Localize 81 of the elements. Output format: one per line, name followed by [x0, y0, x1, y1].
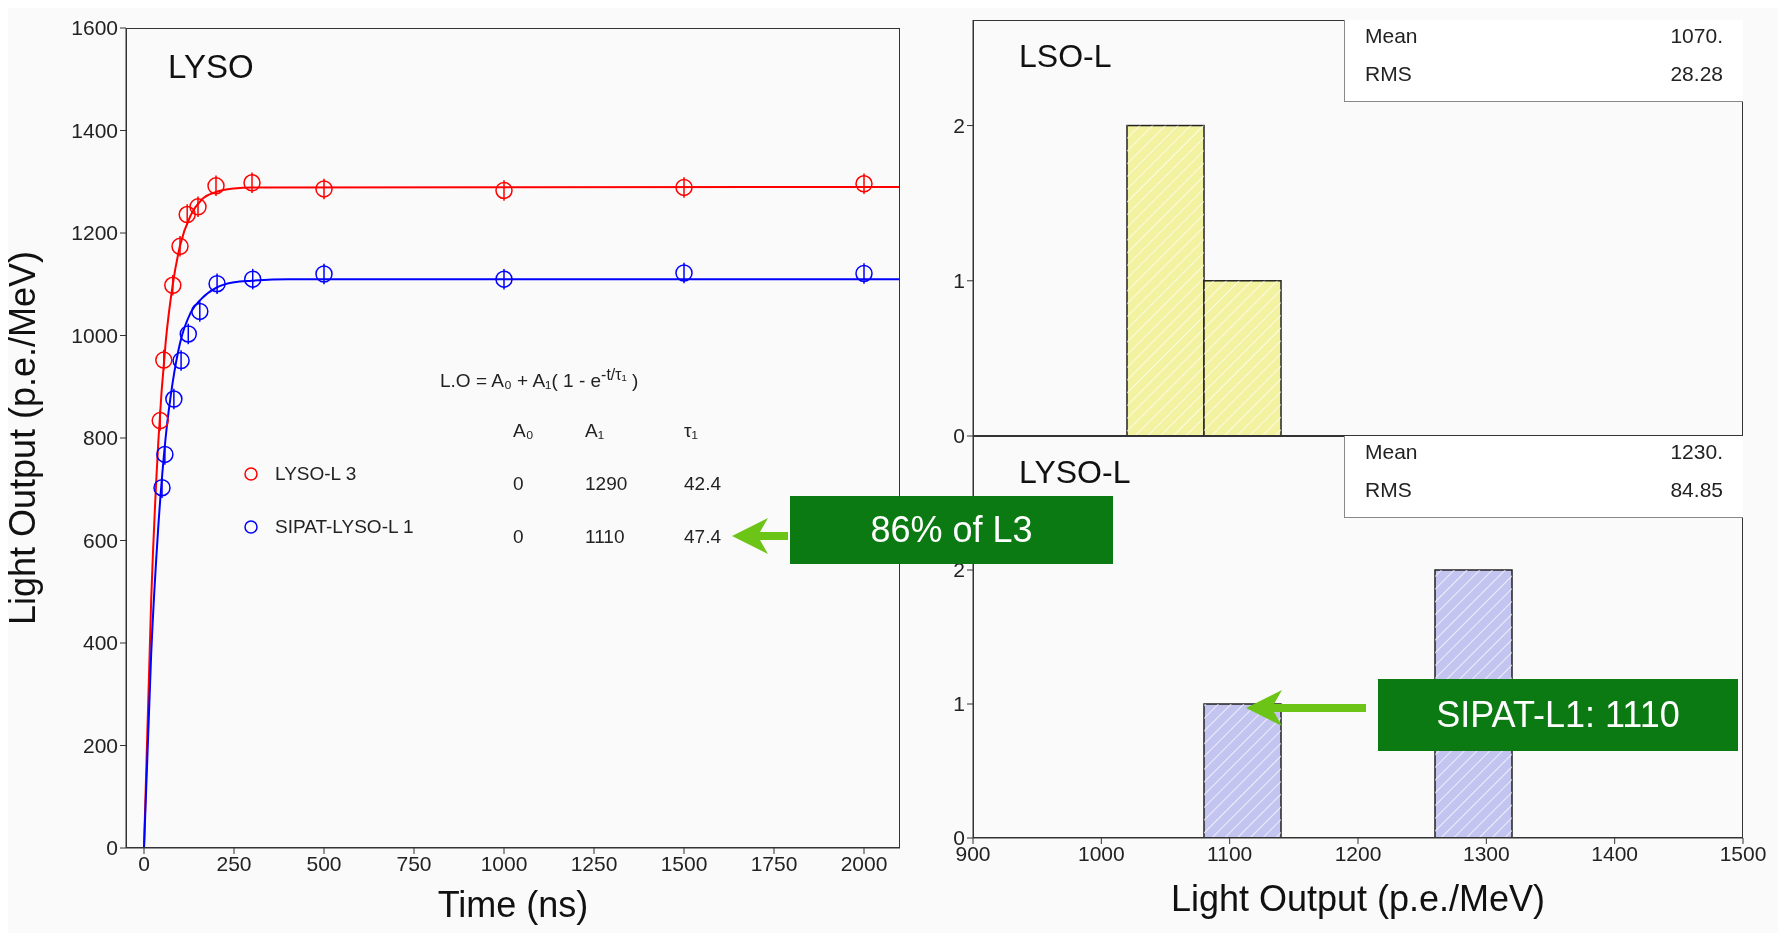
- point: [315, 265, 333, 283]
- annotation: 84.85: [1670, 478, 1723, 502]
- annotation: Mean: [1365, 24, 1418, 48]
- point: [189, 198, 207, 216]
- annotation: τ₁: [684, 420, 698, 442]
- y-tick-label: 1400: [71, 118, 118, 142]
- y-axis-title: Light Output (p.e./MeV): [1, 250, 43, 626]
- annotation: 1110: [585, 526, 625, 548]
- x-tick-label: 0: [138, 851, 150, 875]
- annotation: 0: [513, 526, 524, 548]
- annotation: RMS: [1365, 478, 1412, 502]
- x-tick-label: 1200: [1334, 841, 1382, 865]
- point: [153, 478, 171, 497]
- point: [164, 276, 182, 295]
- y-tick-label: 400: [82, 631, 118, 655]
- text: LSO-L: [1019, 38, 1112, 74]
- y-tick-label: 1000: [71, 323, 118, 347]
- annotation: Mean: [1365, 440, 1418, 464]
- point: [179, 325, 198, 343]
- y-tick-label: 1: [953, 269, 965, 293]
- legend-label: SIPAT-LYSO-L 1: [275, 516, 414, 538]
- text: LYSO: [168, 48, 254, 85]
- y-tick-label: 1600: [71, 16, 118, 40]
- x-tick-label: 1750: [750, 851, 798, 875]
- point: [243, 270, 262, 288]
- annotation: 0: [513, 473, 524, 495]
- x-tick-label: 1250: [570, 851, 618, 875]
- y-tick-label: 2: [953, 114, 965, 138]
- point: [178, 205, 196, 224]
- point: [155, 351, 173, 369]
- annotation: 86% of L3: [870, 509, 1033, 551]
- y-tick-label: 1: [953, 692, 965, 716]
- point: [855, 264, 873, 283]
- x-tick-label: 250: [216, 851, 252, 875]
- point: [243, 174, 261, 192]
- x-tick-label: 1000: [1077, 841, 1125, 865]
- label-box: 86% of L3: [790, 496, 1113, 564]
- annotation: L.O = A₀ + A₁( 1 - e$^{-t/τ₁}$ ): [440, 366, 639, 393]
- point: [172, 351, 190, 370]
- annotation: RMS: [1365, 62, 1412, 86]
- point: [207, 177, 225, 195]
- point: [675, 178, 693, 197]
- annotation: 42.4: [684, 473, 721, 495]
- y-tick-label: 800: [82, 426, 118, 450]
- x-tick-label: 1500: [660, 851, 708, 875]
- annotation: 47.4: [684, 526, 721, 548]
- annotation: 1290: [585, 473, 628, 495]
- x-tick-label: 1100: [1207, 841, 1253, 865]
- point: [165, 390, 183, 408]
- x-tick-label: 500: [306, 851, 342, 875]
- annotation: SIPAT-L1: 1110: [1436, 694, 1680, 736]
- x-tick-label: 1300: [1462, 841, 1510, 865]
- label-box: SIPAT-L1: 1110: [1378, 679, 1738, 751]
- text: LYSO-L: [1019, 454, 1131, 490]
- annotation: 1230.: [1670, 440, 1723, 464]
- y-tick-label: 1200: [71, 221, 118, 245]
- y-tick-label: 600: [82, 528, 118, 552]
- y-tick-label: 0: [953, 424, 965, 448]
- annotation: 28.28: [1670, 62, 1723, 86]
- point: [208, 274, 226, 293]
- point: [315, 180, 333, 198]
- x-tick-label: 1000: [480, 851, 528, 875]
- point: [495, 270, 513, 288]
- annotation: A₀: [513, 420, 534, 442]
- point: [675, 264, 693, 282]
- x-tick-label: 2000: [840, 851, 888, 875]
- point: [171, 237, 189, 256]
- x-tick-label: 1500: [1719, 841, 1767, 865]
- x-axis-title: Light Output (p.e./MeV): [1170, 878, 1546, 919]
- annotation: A₁: [585, 420, 605, 442]
- legend-label: LYSO-L 3: [275, 463, 357, 485]
- point: [495, 181, 513, 200]
- x-tick-label: 750: [396, 851, 432, 875]
- x-tick-label: 1400: [1591, 841, 1639, 865]
- point: [191, 302, 209, 321]
- x-axis-title: Time (ns): [437, 884, 589, 925]
- point: [855, 175, 873, 193]
- y-tick-label: 200: [82, 733, 118, 757]
- point: [151, 411, 169, 430]
- annotation: 1070.: [1670, 24, 1723, 48]
- point: [156, 445, 174, 464]
